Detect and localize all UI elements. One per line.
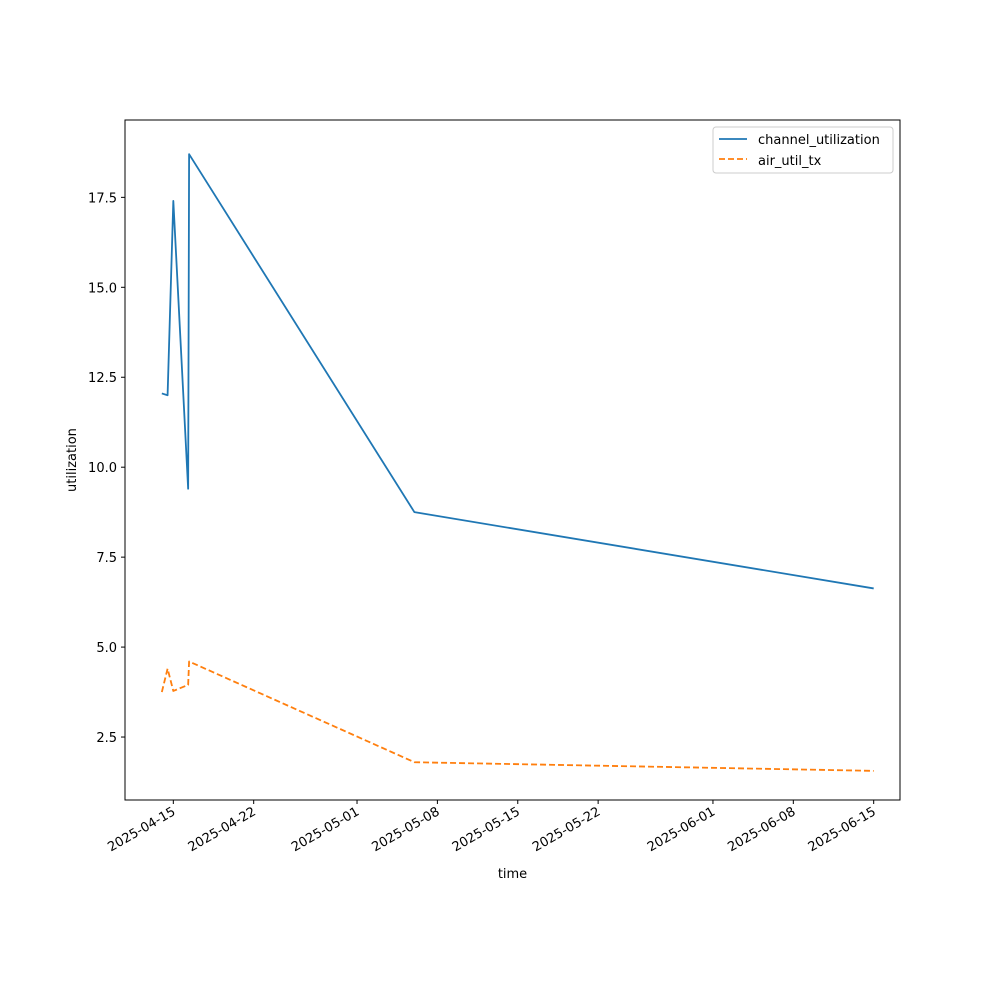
legend-box: [712, 126, 894, 174]
y-tick-label: 7.5: [96, 551, 117, 566]
y-tick-label: 5.0: [96, 641, 117, 656]
series-line-air-util-tx: [160, 660, 874, 772]
y-tick-label: 12.5: [88, 371, 117, 386]
legend-label-air-util-tx: air_util_tx: [758, 154, 822, 169]
y-tick-label: 17.5: [88, 191, 117, 206]
plot-area-frame: [124, 119, 901, 801]
y-axis-label: utilization: [65, 428, 80, 492]
y-tick-label: 2.5: [96, 731, 117, 746]
y-axis: 2.5 5.0 7.5 10.0 12.5 15.0 17.5: [88, 191, 125, 746]
series-line-channel-utilization: [161, 153, 874, 590]
y-tick-label: 10.0: [88, 461, 117, 476]
series-layer: [160, 153, 874, 772]
legend-label-channel-utilization: channel_utilization: [758, 133, 880, 148]
x-axis-label: time: [498, 867, 527, 882]
y-tick-label: 15.0: [88, 281, 117, 296]
legend: channel_utilization air_util_tx: [712, 126, 894, 174]
